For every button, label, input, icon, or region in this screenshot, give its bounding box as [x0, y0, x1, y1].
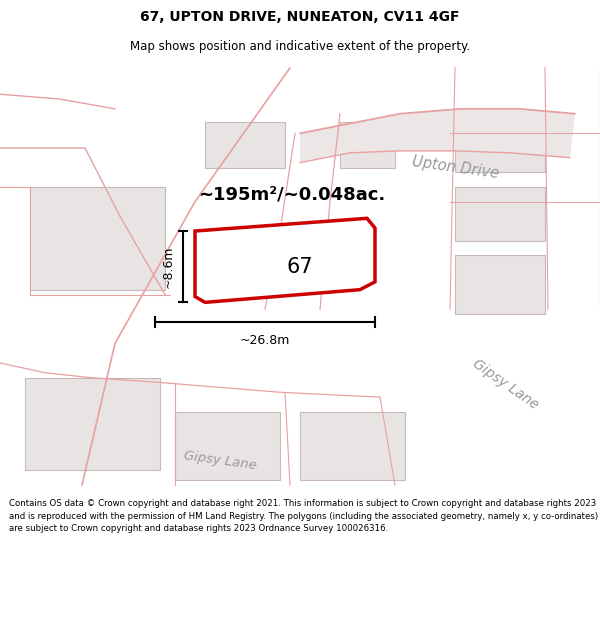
Polygon shape [340, 122, 395, 168]
Polygon shape [175, 412, 280, 480]
Polygon shape [195, 218, 375, 302]
Polygon shape [300, 412, 405, 480]
Text: Map shows position and indicative extent of the property.: Map shows position and indicative extent… [130, 40, 470, 53]
Text: Gipsy Lane: Gipsy Lane [470, 357, 541, 412]
Text: 67, UPTON DRIVE, NUNEATON, CV11 4GF: 67, UPTON DRIVE, NUNEATON, CV11 4GF [140, 10, 460, 24]
Text: Upton Drive: Upton Drive [410, 154, 499, 181]
Text: ~8.6m: ~8.6m [162, 246, 175, 288]
Text: 67: 67 [287, 257, 313, 277]
Polygon shape [300, 109, 575, 162]
Text: Contains OS data © Crown copyright and database right 2021. This information is : Contains OS data © Crown copyright and d… [9, 499, 598, 532]
Polygon shape [25, 378, 160, 471]
Text: ~26.8m: ~26.8m [240, 334, 290, 347]
Polygon shape [455, 122, 545, 172]
Text: ~195m²/~0.048ac.: ~195m²/~0.048ac. [198, 186, 385, 204]
Polygon shape [455, 256, 545, 314]
Polygon shape [30, 187, 165, 289]
Polygon shape [205, 122, 285, 168]
Text: Gipsy Lane: Gipsy Lane [183, 449, 257, 472]
Polygon shape [455, 187, 545, 241]
